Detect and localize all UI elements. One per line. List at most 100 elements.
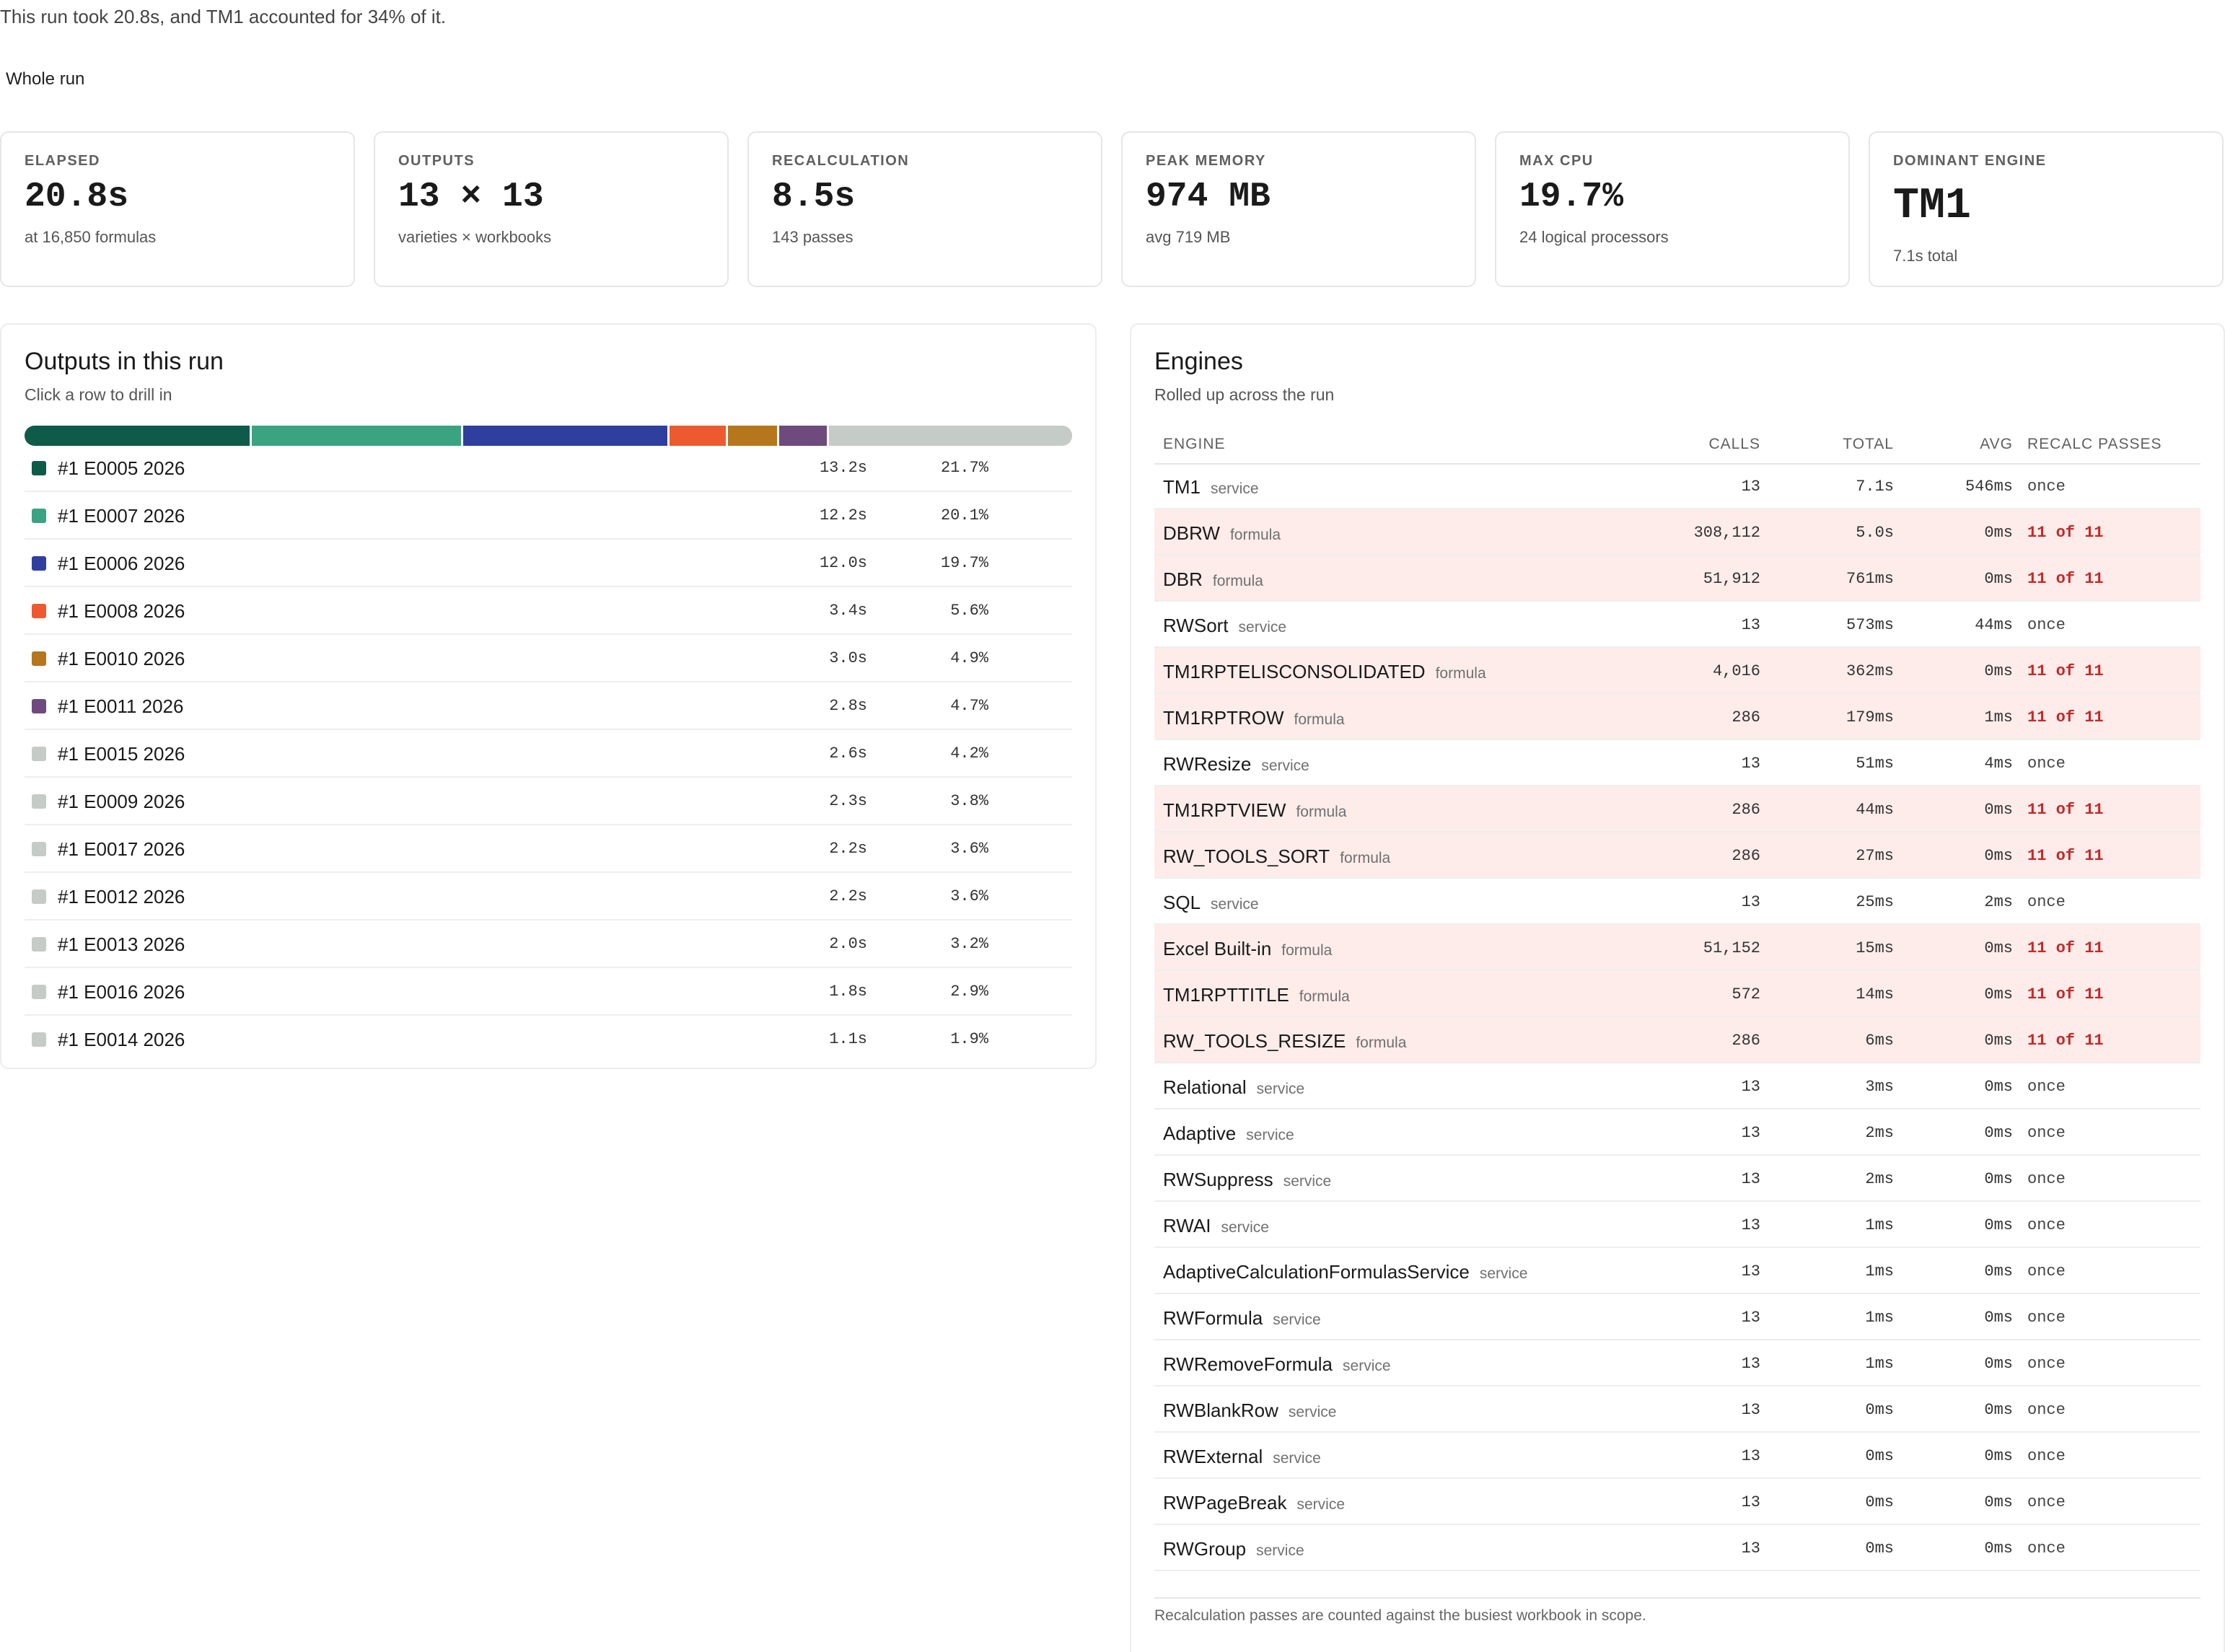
engine-name: Relational (1163, 1076, 1247, 1098)
engine-kind: service (1256, 1542, 1304, 1559)
engine-calls: 13 (1741, 1309, 1760, 1327)
outputs-list: #1 E0005 2026 13.2s 21.7% #1 E0007 2026 12.2… (25, 444, 1072, 1062)
output-row[interactable]: #1 E0012 2026 2.2s 3.6% (25, 873, 1072, 921)
engine-total: 14ms (1856, 985, 1894, 1003)
output-row[interactable]: #1 E0014 2026 1.1s 1.9% (25, 1016, 1072, 1062)
engine-row[interactable]: RW_TOOLS_RESIZE formula 286 6ms 0ms 11 of 11 (1154, 1017, 2200, 1063)
output-row[interactable]: #1 E0013 2026 2.0s 3.2% (25, 921, 1072, 968)
engine-row[interactable]: AdaptiveCalculationFormulasService servic… (1154, 1248, 2200, 1294)
output-time: 2.2s (829, 887, 867, 905)
output-swatch (32, 604, 46, 618)
engine-row[interactable]: SQL service 13 25ms 2ms once (1154, 879, 2200, 925)
output-swatch (32, 985, 46, 999)
engine-row[interactable]: RWExternal service 13 0ms 0ms once (1154, 1433, 2200, 1479)
engine-calls: 13 (1741, 1401, 1760, 1419)
engine-row[interactable]: DBRW formula 308,112 5.0s 0ms 11 of 11 (1154, 509, 2200, 555)
engine-kind: formula (1299, 988, 1350, 1005)
engine-row[interactable]: RWFormula service 13 1ms 0ms once (1154, 1294, 2200, 1340)
engine-row[interactable]: Adaptive service 13 2ms 0ms once (1154, 1110, 2200, 1156)
engine-recalc-passes: once (2027, 1447, 2066, 1465)
engine-calls: 13 (1741, 893, 1760, 911)
output-row[interactable]: #1 E0009 2026 2.3s 3.8% (25, 778, 1072, 825)
stat-value: 20.8s (25, 177, 129, 216)
output-name: #1 E0017 2026 (58, 838, 185, 860)
header-avg[interactable]: AVG (1980, 436, 2013, 452)
engine-row[interactable]: RWPageBreak service 13 0ms 0ms once (1154, 1479, 2200, 1525)
header-calls[interactable]: CALLS (1708, 436, 1760, 452)
output-row[interactable]: #1 E0006 2026 12.0s 19.7% (25, 540, 1072, 587)
engine-avg: 0ms (1984, 1170, 2013, 1188)
engine-calls: 572 (1732, 985, 1760, 1003)
engine-calls: 51,912 (1703, 570, 1760, 588)
output-time: 2.2s (829, 840, 867, 858)
output-swatch (32, 889, 46, 904)
engine-recalc-passes: once (2027, 1216, 2066, 1234)
stat-label: RECALCULATION (772, 153, 910, 169)
outputs-panel: Outputs in this run Click a row to drill… (0, 323, 1097, 1069)
engine-calls: 286 (1732, 847, 1760, 865)
engine-total: 27ms (1856, 847, 1894, 865)
output-name: #1 E0005 2026 (58, 457, 185, 479)
engine-avg: 0ms (1984, 801, 2013, 819)
stat-card-elapsed: ELAPSED 20.8s at 16,850 formulas (0, 131, 355, 287)
engine-row[interactable]: RWSuppress service 13 2ms 0ms once (1154, 1156, 2200, 1202)
output-row[interactable]: #1 E0010 2026 3.0s 4.9% (25, 635, 1072, 682)
engine-calls: 286 (1732, 708, 1760, 726)
header-total[interactable]: TOTAL (1843, 436, 1894, 452)
engine-row[interactable]: RWBlankRow service 13 0ms 0ms once (1154, 1387, 2200, 1433)
output-percent: 20.1% (940, 506, 988, 524)
engine-calls: 51,152 (1703, 939, 1760, 957)
engine-row[interactable]: RWResize service 13 51ms 4ms once (1154, 740, 2200, 786)
engine-kind: service (1246, 1127, 1294, 1143)
engine-name: RW_TOOLS_RESIZE (1163, 1030, 1346, 1052)
engine-row[interactable]: TM1 service 13 7.1s 546ms once (1154, 463, 2200, 509)
stat-card-recalculation: RECALCULATION 8.5s 143 passes (747, 131, 1102, 287)
engine-row[interactable]: Relational service 13 3ms 0ms once (1154, 1063, 2200, 1110)
engine-total: 1ms (1865, 1216, 1894, 1234)
output-percent: 2.9% (950, 983, 988, 1001)
engine-row[interactable]: RWSort service 13 573ms 44ms once (1154, 602, 2200, 648)
engine-recalc-passes: once (2027, 1262, 2066, 1280)
engine-name: TM1 (1163, 476, 1201, 498)
engine-row[interactable]: DBR formula 51,912 761ms 0ms 11 of 11 (1154, 555, 2200, 602)
engine-row[interactable]: Excel Built-in formula 51,152 15ms 0ms 11 of … (1154, 925, 2200, 971)
engine-total: 44ms (1856, 801, 1894, 819)
output-row[interactable]: #1 E0016 2026 1.8s 2.9% (25, 968, 1072, 1016)
output-row[interactable]: #1 E0007 2026 12.2s 20.1% (25, 492, 1072, 540)
output-swatch (32, 699, 46, 713)
output-name: #1 E0008 2026 (58, 600, 185, 622)
output-row[interactable]: #1 E0017 2026 2.2s 3.6% (25, 825, 1072, 873)
engine-name: RWSort (1163, 615, 1229, 636)
output-row[interactable]: #1 E0008 2026 3.4s 5.6% (25, 587, 1072, 635)
engine-kind: service (1238, 619, 1287, 636)
engine-row[interactable]: TM1RPTROW formula 286 179ms 1ms 11 of 11 (1154, 694, 2200, 740)
output-row[interactable]: #1 E0005 2026 13.2s 21.7% (25, 444, 1072, 492)
output-row[interactable]: #1 E0011 2026 2.8s 4.7% (25, 682, 1072, 730)
engine-name: RWExternal (1163, 1446, 1263, 1467)
output-swatch (32, 556, 46, 571)
engine-row[interactable]: RW_TOOLS_SORT formula 286 27ms 0ms 11 of 11 (1154, 832, 2200, 879)
output-time: 12.2s (819, 506, 867, 524)
engine-row[interactable]: RWGroup service 13 0ms 0ms once (1154, 1525, 2200, 1571)
share-segment (252, 426, 463, 446)
engine-avg: 0ms (1984, 570, 2013, 588)
engine-calls: 13 (1741, 1539, 1760, 1557)
engine-total: 0ms (1865, 1493, 1894, 1511)
output-swatch (32, 1032, 46, 1047)
engine-row[interactable]: TM1RPTVIEW formula 286 44ms 0ms 11 of 11 (1154, 786, 2200, 832)
engine-name: RW_TOOLS_SORT (1163, 845, 1330, 867)
engine-total: 573ms (1846, 616, 1894, 634)
output-row[interactable]: #1 E0015 2026 2.6s 4.2% (25, 730, 1072, 778)
engine-row[interactable]: RWAI service 13 1ms 0ms once (1154, 1202, 2200, 1248)
outputs-title: Outputs in this run (25, 348, 224, 375)
output-swatch (32, 842, 46, 856)
engine-recalc-passes: once (2027, 1170, 2066, 1188)
scope-selector[interactable]: Whole run (6, 69, 85, 89)
header-recalc-passes[interactable]: RECALC PASSES (2027, 436, 2162, 452)
engine-name: RWBlankRow (1163, 1400, 1278, 1421)
engine-row[interactable]: TM1RPTELISCONSOLIDATED formula 4,016 362ms 0… (1154, 648, 2200, 694)
engine-row[interactable]: TM1RPTTITLE formula 572 14ms 0ms 11 of 11 (1154, 971, 2200, 1017)
engine-row[interactable]: RWRemoveFormula service 13 1ms 0ms once (1154, 1340, 2200, 1387)
engines-table-header: ENGINE CALLS TOTAL AVG RECALC PASSES (1154, 426, 2200, 465)
header-engine[interactable]: ENGINE (1163, 436, 1226, 452)
